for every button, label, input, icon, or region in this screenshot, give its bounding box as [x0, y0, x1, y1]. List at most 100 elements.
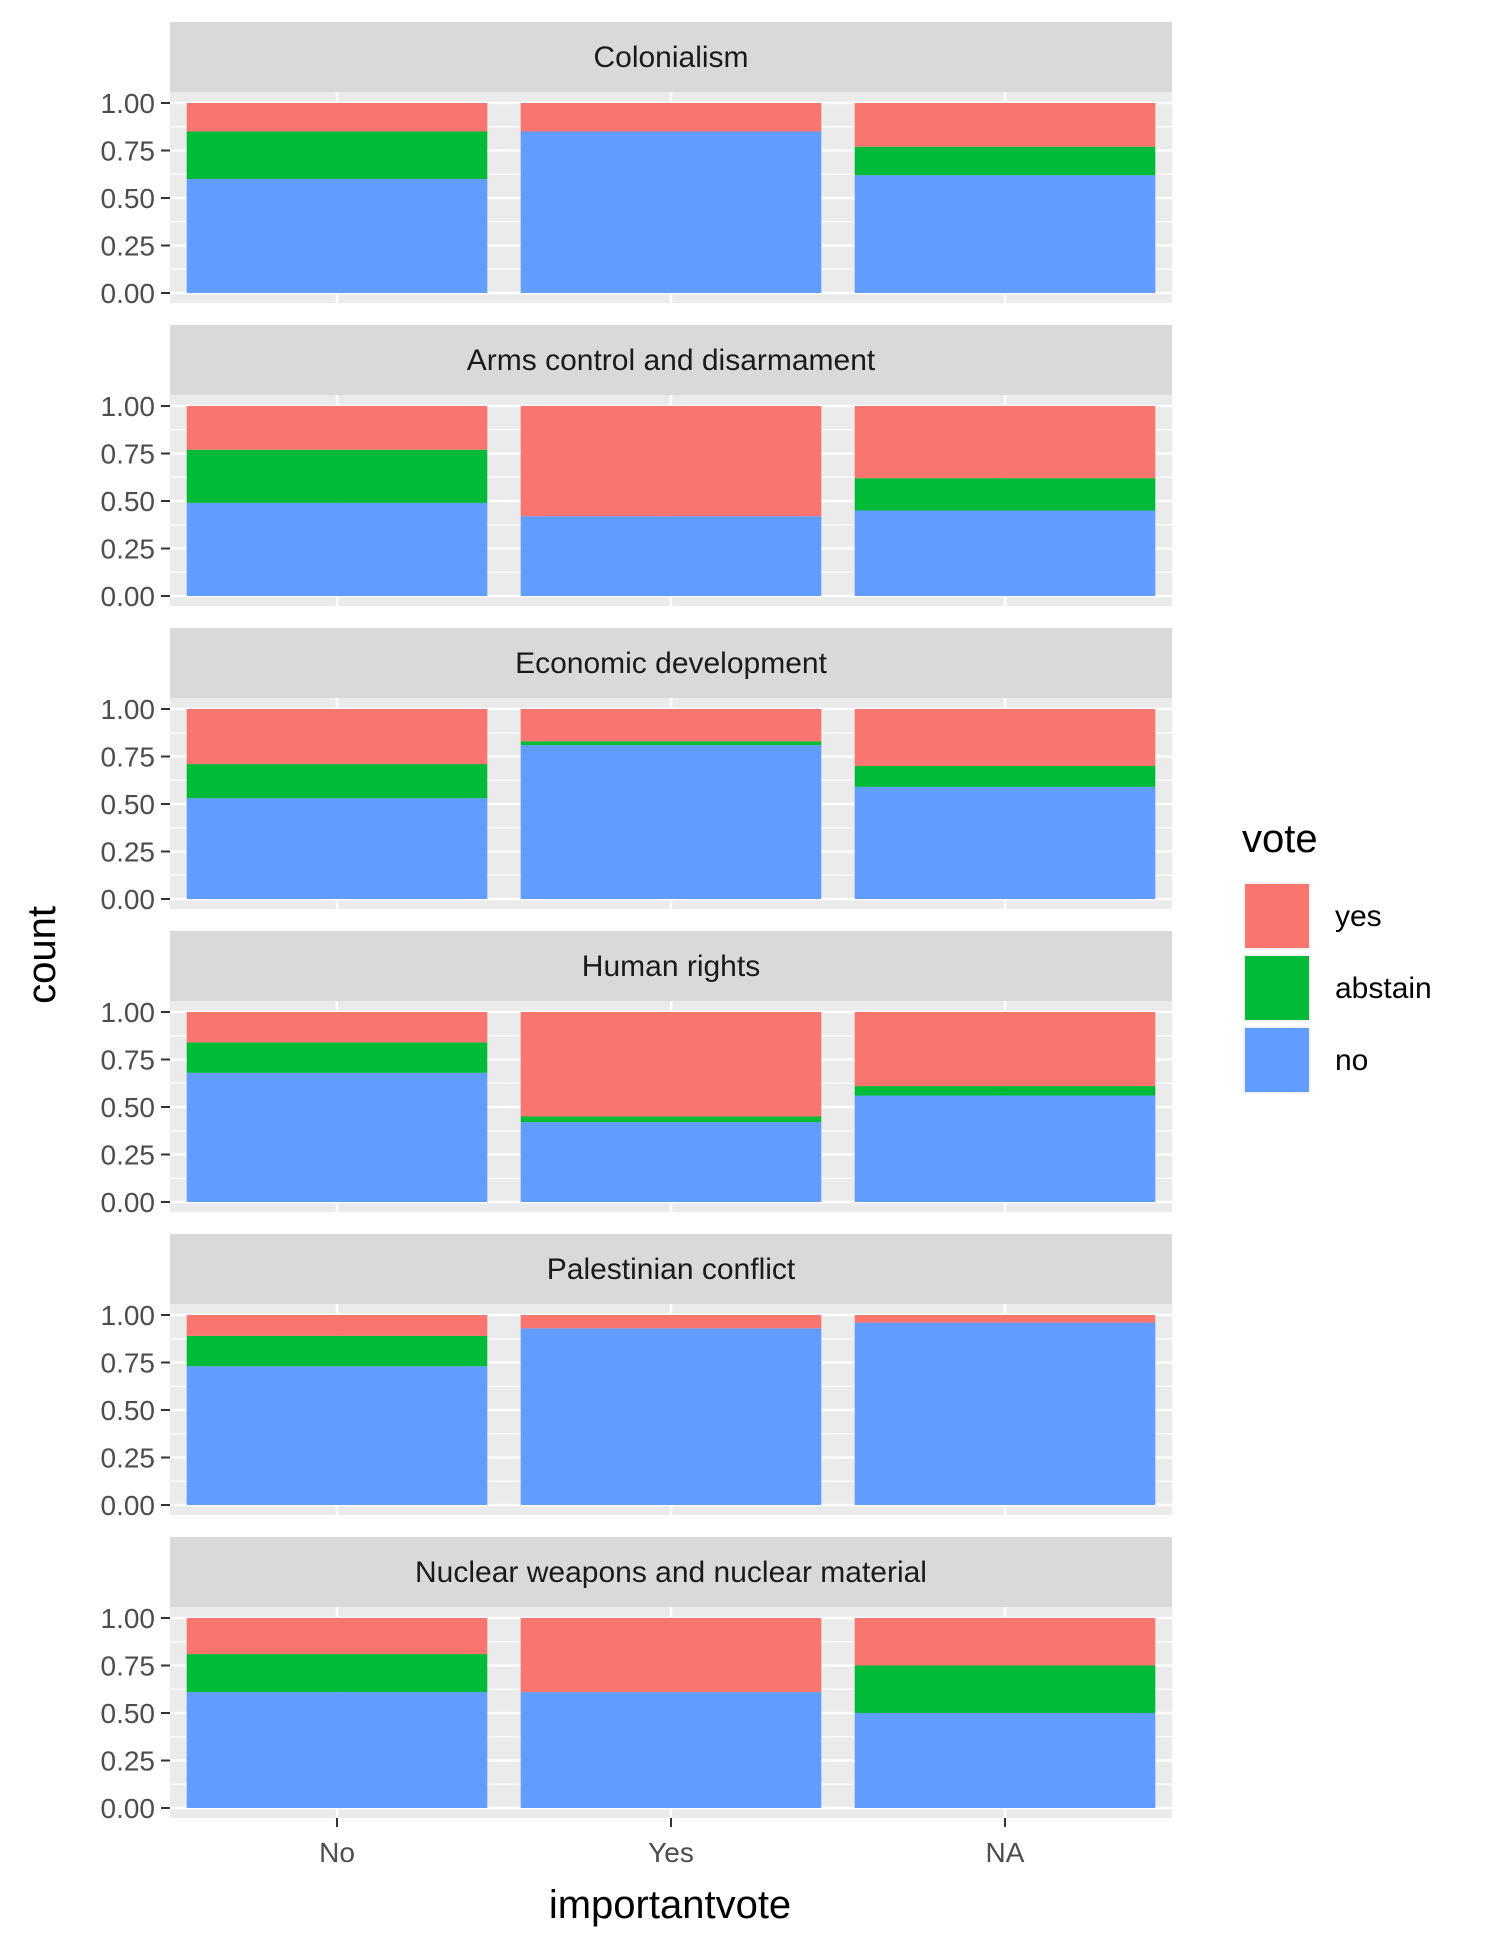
- bar-segment-abstain: [520, 1116, 822, 1123]
- bar-segment-no: [186, 179, 488, 293]
- bar-segment-yes: [854, 1618, 1156, 1666]
- facet-title: Nuclear weapons and nuclear material: [415, 1556, 927, 1589]
- y-tick-label: 0.00: [101, 278, 156, 309]
- bar-segment-yes: [520, 406, 822, 517]
- facet-5: Palestinian conflict 0.00 0.25 0.50 0.75 1.00: [101, 1234, 1172, 1521]
- y-tick-label: 0.25: [101, 837, 156, 868]
- bar-segment-no: [854, 1095, 1156, 1202]
- bar-segment-yes: [854, 709, 1156, 766]
- y-tick-label: 0.75: [101, 136, 156, 167]
- bar-segment-no: [186, 502, 488, 596]
- bar-segment-no: [186, 1072, 488, 1202]
- bar-segment-abstain: [854, 1086, 1156, 1096]
- facet-strip: [170, 1537, 1172, 1607]
- bar-segment-no: [520, 516, 822, 596]
- legend: vote yes abstain no: [1242, 817, 1432, 1094]
- legend-label-abstain: abstain: [1335, 972, 1432, 1005]
- y-tick-label: 0.25: [101, 1140, 156, 1171]
- legend-key-no: [1245, 1028, 1309, 1092]
- y-tick-label: 0.50: [101, 1395, 156, 1426]
- legend-key-yes: [1245, 884, 1309, 948]
- bar-segment-no: [854, 175, 1156, 293]
- facet-title: Palestinian conflict: [547, 1253, 796, 1286]
- y-tick-label: 0.25: [101, 1443, 156, 1474]
- y-tick-label: 1.00: [101, 88, 156, 119]
- x-axis-title: importantvote: [549, 1883, 791, 1927]
- facet-title: Economic development: [515, 647, 828, 680]
- facet-strip: [170, 628, 1172, 698]
- bar-segment-yes: [186, 1618, 488, 1655]
- x-tick-label: Yes: [648, 1837, 694, 1868]
- y-tick-label: 0.00: [101, 1187, 156, 1218]
- bar-segment-abstain: [186, 764, 488, 799]
- y-tick-label: 0.25: [101, 534, 156, 565]
- x-axis: No Yes NA: [319, 1818, 1025, 1868]
- y-tick-label: 1.00: [101, 997, 156, 1028]
- y-tick-label: 0.25: [101, 231, 156, 262]
- facet-3: Economic development 0.00 0.25 0.50 0.75 1.00: [101, 628, 1172, 915]
- bar-segment-yes: [186, 1012, 488, 1043]
- y-axis-title: count: [20, 906, 64, 1004]
- y-tick-label: 0.75: [101, 1348, 156, 1379]
- bar-segment-yes: [186, 406, 488, 450]
- y-tick-label: 0.50: [101, 183, 156, 214]
- bar-segment-no: [520, 1122, 822, 1202]
- y-tick-label: 0.25: [101, 1746, 156, 1777]
- bar-segment-no: [854, 510, 1156, 596]
- y-tick-label: 0.75: [101, 1651, 156, 1682]
- bar-segment-no: [520, 1692, 822, 1808]
- y-tick-label: 0.75: [101, 439, 156, 470]
- bar-segment-yes: [520, 709, 822, 742]
- bar-segment-abstain: [186, 449, 488, 503]
- y-tick-label: 0.00: [101, 1793, 156, 1824]
- x-tick-label: No: [319, 1837, 355, 1868]
- y-tick-label: 0.00: [101, 581, 156, 612]
- bar-segment-yes: [854, 1315, 1156, 1323]
- bar-segment-yes: [520, 1618, 822, 1693]
- bar-segment-yes: [520, 1012, 822, 1117]
- bar-segment-yes: [186, 103, 488, 132]
- facet-2: Arms control and disarmament 0.00 0.25 0.50…: [101, 325, 1172, 612]
- bar-segment-yes: [854, 406, 1156, 479]
- bar-segment-yes: [854, 1012, 1156, 1087]
- bar-segment-abstain: [186, 1654, 488, 1693]
- bar-segment-no: [854, 1713, 1156, 1808]
- bar-segment-abstain: [854, 1665, 1156, 1713]
- y-tick-label: 1.00: [101, 694, 156, 725]
- bar-segment-yes: [854, 103, 1156, 147]
- bar-segment-abstain: [186, 131, 488, 179]
- bar-segment-no: [854, 1322, 1156, 1505]
- bar-segment-no: [854, 786, 1156, 899]
- bar-segment-no: [520, 745, 822, 899]
- bar-segment-no: [520, 131, 822, 293]
- y-tick-label: 1.00: [101, 1300, 156, 1331]
- y-tick-label: 0.75: [101, 742, 156, 773]
- y-tick-label: 0.50: [101, 486, 156, 517]
- bar-segment-no: [186, 1366, 488, 1505]
- bar-segment-yes: [520, 103, 822, 132]
- bar-segment-yes: [186, 709, 488, 765]
- facet-1: Colonialism 0.00 0.25 0.50 0.75 1.00: [101, 22, 1172, 309]
- facet-4: Human rights 0.00 0.25 0.50 0.75 1.00: [101, 931, 1172, 1218]
- y-tick-label: 0.00: [101, 1490, 156, 1521]
- bar-segment-yes: [186, 1315, 488, 1336]
- y-tick-label: 0.50: [101, 1698, 156, 1729]
- facet-title: Arms control and disarmament: [467, 344, 876, 377]
- y-tick-label: 0.75: [101, 1045, 156, 1076]
- facet-strip: [170, 22, 1172, 92]
- facet-strip: [170, 325, 1172, 395]
- bar-segment-abstain: [186, 1042, 488, 1073]
- facet-title: Human rights: [582, 950, 760, 983]
- bar-segment-abstain: [520, 741, 822, 746]
- x-tick-label: NA: [986, 1837, 1025, 1868]
- bar-segment-no: [186, 798, 488, 899]
- facet-strip: [170, 1234, 1172, 1304]
- y-tick-label: 1.00: [101, 1603, 156, 1634]
- bar-segment-yes: [520, 1315, 822, 1329]
- bar-segment-no: [186, 1692, 488, 1808]
- bar-segment-abstain: [854, 146, 1156, 176]
- legend-title: vote: [1242, 817, 1318, 861]
- y-tick-label: 0.50: [101, 789, 156, 820]
